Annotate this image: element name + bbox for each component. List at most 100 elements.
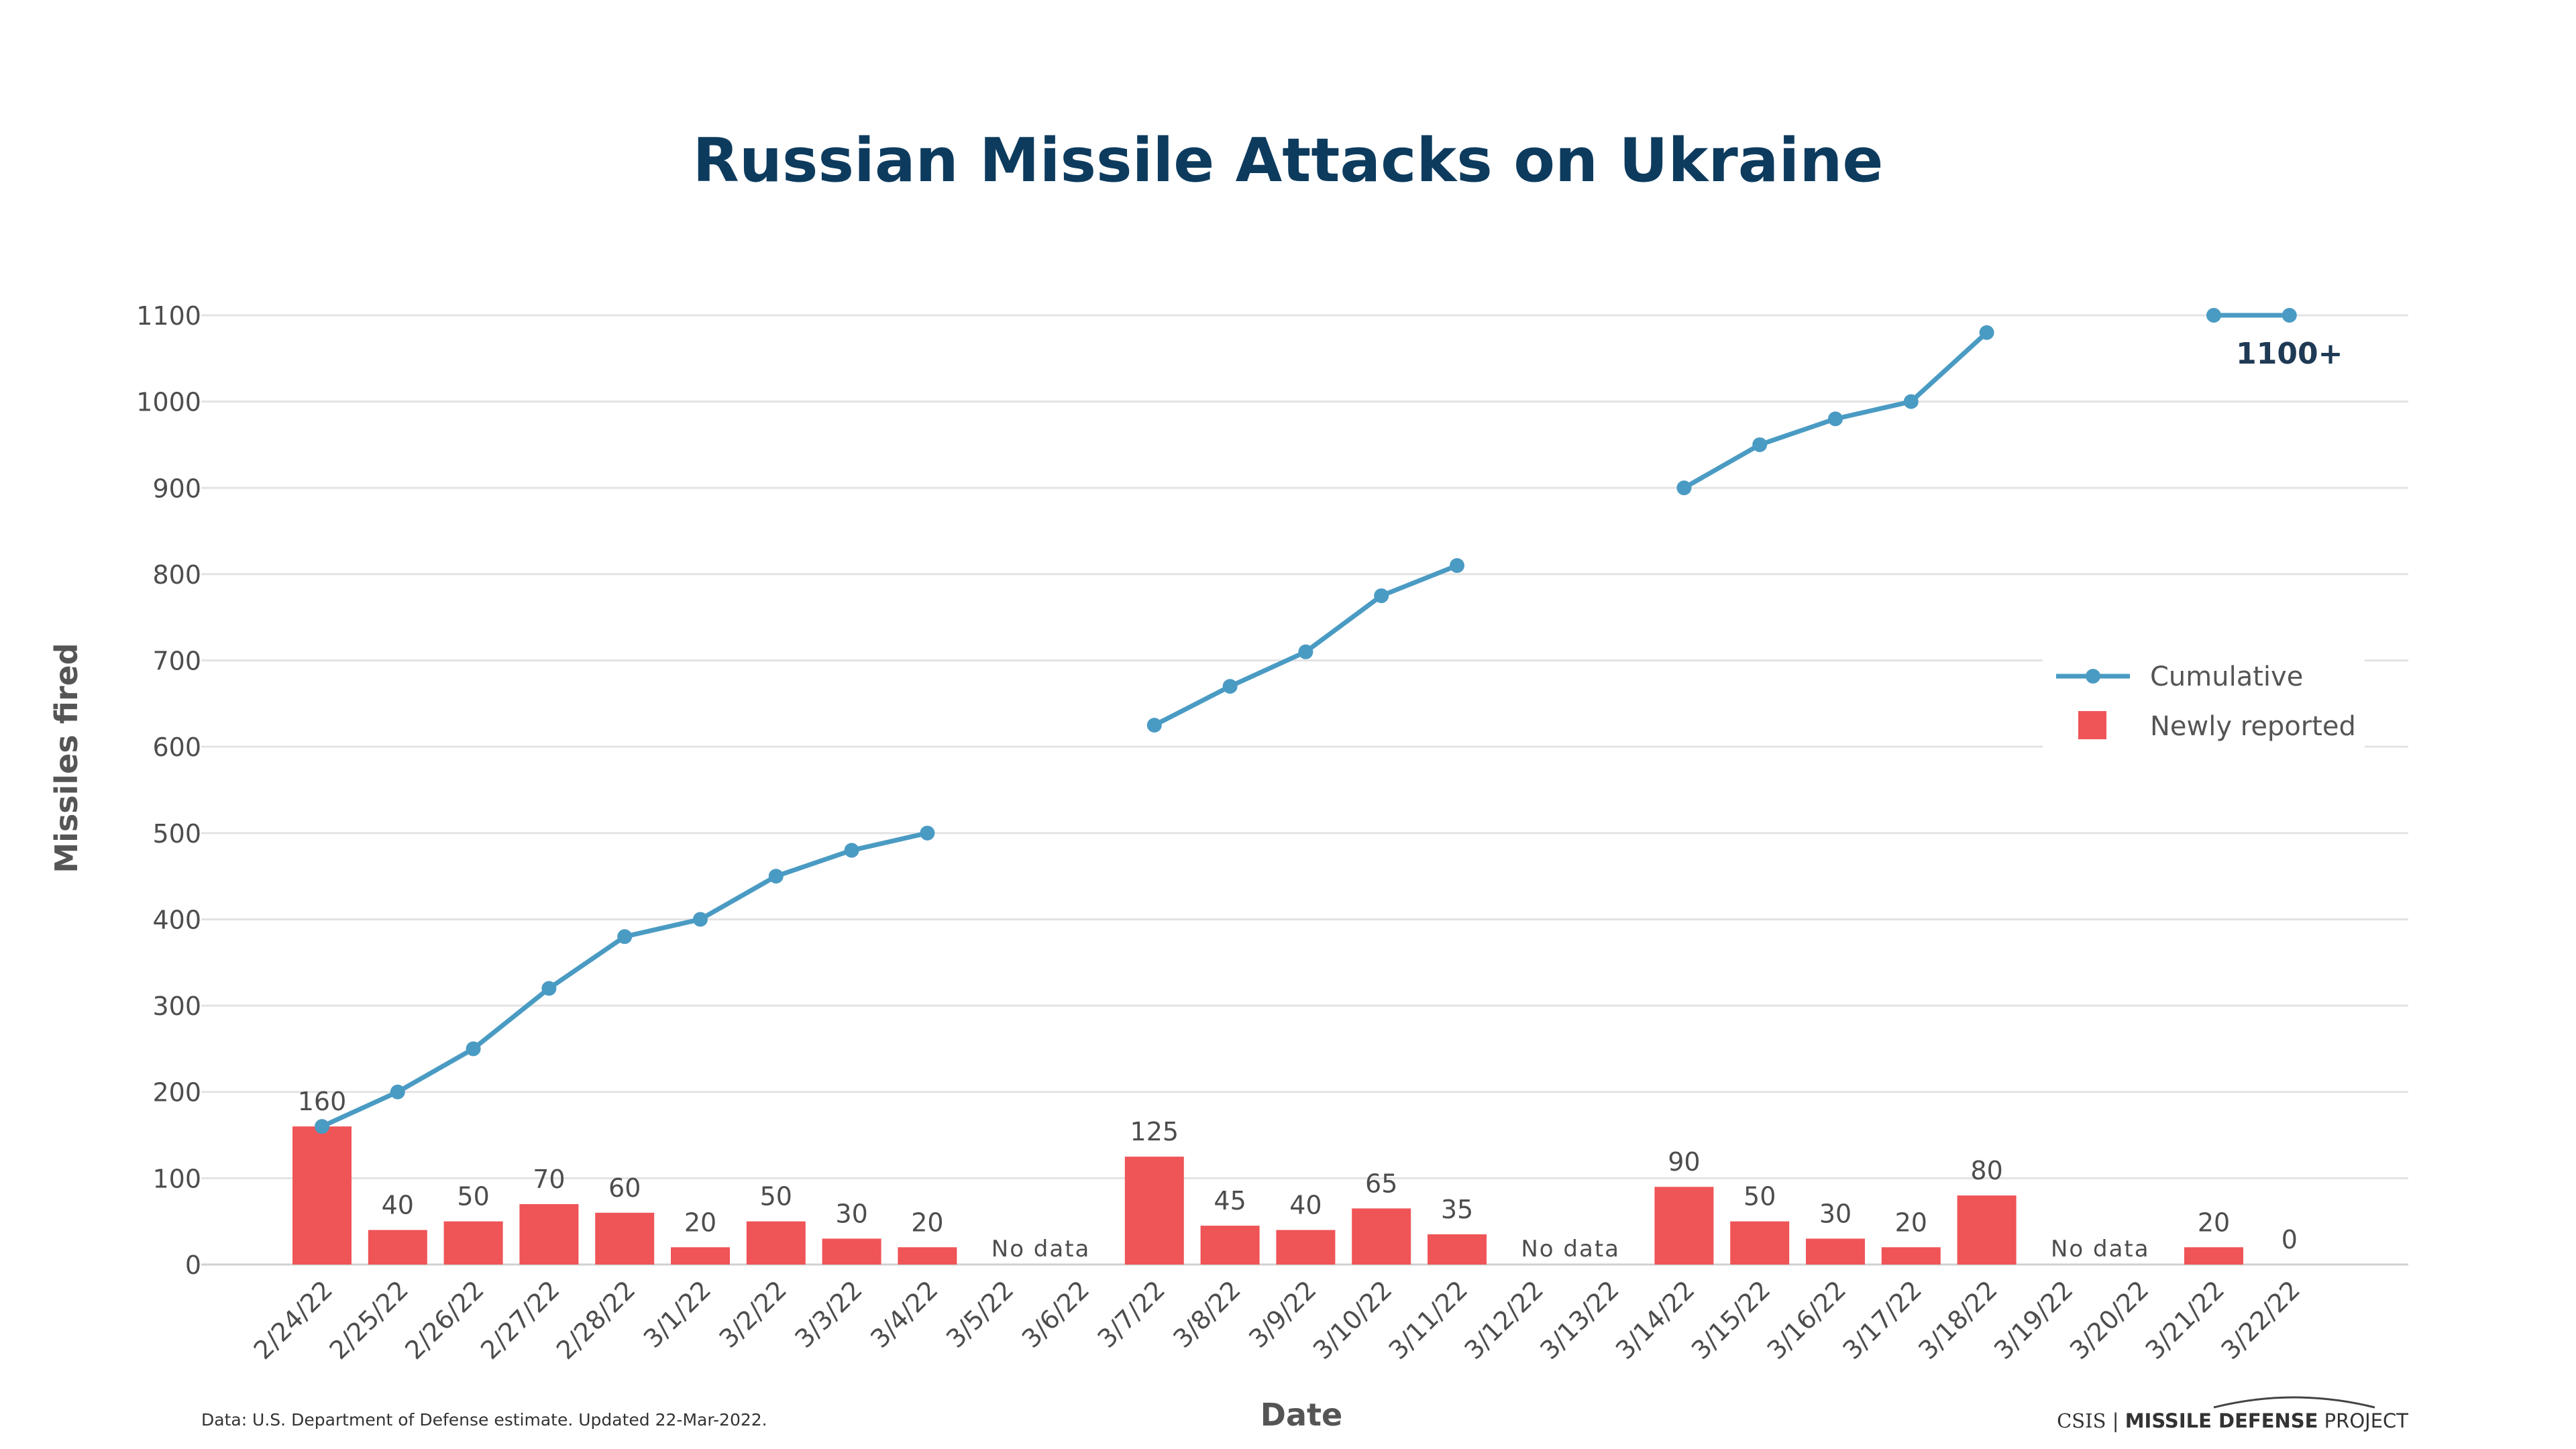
y-tick-label: 200 [152,1078,201,1108]
bar-value-label: 80 [1970,1156,2002,1185]
y-axis-title: Missiles fired [48,643,85,873]
bar-value-label: 50 [1743,1182,1776,1212]
line-point [2282,308,2297,323]
x-tick-label: 3/1/22 [638,1275,717,1354]
chart-title: Russian Missile Attacks on Ukraine [693,125,1884,196]
no-data-label: No data [991,1236,1091,1263]
bar-value-label: 60 [608,1173,641,1203]
line-point [844,843,859,858]
x-tick-label: 2/27/22 [475,1275,566,1365]
x-tick-label: 3/4/22 [865,1275,944,1354]
line-point [1146,718,1162,733]
y-tick-label: 100 [152,1164,201,1193]
no-data-labels: No data No data No data [991,1236,2150,1263]
bar-value-label: 65 [1365,1169,1397,1198]
bar [1654,1187,1714,1265]
cumulative-line [315,308,2297,1134]
y-tick-label: 700 [152,647,201,676]
x-tick-label: 3/2/22 [714,1275,793,1354]
credit-org: CSIS [2057,1409,2106,1432]
x-tick-label: 3/7/22 [1092,1275,1171,1354]
line-point [541,981,557,996]
bar [443,1221,503,1265]
bar [746,1221,806,1265]
line-point [1222,679,1238,694]
bars [292,1126,2243,1265]
line-point [1903,394,1919,409]
no-data-label: No data [2051,1236,2150,1263]
bar [898,1247,957,1265]
bar [822,1238,881,1265]
line-point [768,869,784,884]
bar [368,1230,427,1265]
bar [519,1203,579,1265]
line-point [2206,308,2221,323]
y-tick-label: 0 [185,1250,201,1280]
line-point [1979,325,1994,340]
bar-value-label: 30 [1819,1199,1851,1228]
source-note: Data: U.S. Department of Defense estimat… [201,1410,767,1430]
bar [2184,1247,2243,1265]
x-tick-label: 3/10/22 [1307,1275,1398,1365]
bar-value-label: 20 [684,1208,716,1237]
y-tick-label: 300 [152,991,201,1021]
grid [201,314,2408,1266]
bar [1124,1157,1184,1265]
line-point [315,1119,329,1134]
credit-logo: CSIS | MISSILE DEFENSE PROJECT [2057,1396,2408,1432]
line-point [1298,644,1313,659]
bar-value-label: 160 [298,1087,347,1116]
line-point [617,929,633,945]
y-tick-label: 1100 [136,301,201,331]
bar [671,1247,730,1265]
line-point [1374,588,1389,604]
credit-separator: | [2106,1409,2125,1432]
legend-bar-icon [2078,711,2106,739]
bar [1957,1195,2017,1265]
x-tick-label: 3/11/22 [1383,1275,1474,1365]
x-tick-label: 3/22/22 [2215,1275,2306,1365]
annotation-label: 1100+ [2236,337,2343,371]
x-tick-label: 2/26/22 [399,1275,490,1365]
line-point [1752,437,1768,452]
bar-value-label: 90 [1668,1147,1700,1177]
bar-value-label: 45 [1214,1186,1246,1216]
x-tick-label: 3/14/22 [1610,1275,1701,1365]
bar-value-label: 35 [1441,1195,1473,1224]
credit-project-rest: PROJECT [2318,1409,2408,1432]
line-point [1450,558,1464,574]
bar-value-label: 0 [2282,1225,2298,1254]
credit: CSIS | MISSILE DEFENSE PROJECT [2057,1409,2408,1432]
credit-project-bold: MISSILE DEFENSE [2125,1409,2318,1432]
bar-value-label: 40 [382,1191,414,1220]
bar-labels: 160 40 50 70 60 20 50 30 20 125 45 40 65 35 90 50 30 20 80… [298,1087,2298,1254]
x-tick-label: 2/25/22 [323,1275,414,1365]
legend-label-newly-reported: Newly reported [2150,711,2356,742]
bar-value-label: 30 [835,1199,867,1228]
bar-value-label: 50 [760,1182,792,1212]
line-point [1828,411,1843,427]
y-tick-label: 900 [152,474,201,503]
bar-value-label: 125 [1130,1117,1179,1146]
bar-value-label: 20 [911,1208,943,1237]
bar [1200,1226,1260,1265]
x-tick-label: 2/24/22 [248,1275,339,1365]
x-tick-label: 3/15/22 [1686,1275,1776,1365]
bar-value-label: 20 [1895,1208,1927,1237]
line-segment [1682,331,1988,490]
x-tick-label: 3/19/22 [1988,1275,2079,1365]
legend-label-cumulative: Cumulative [2150,661,2303,692]
credit-arc-icon [2213,1396,2375,1409]
bar [292,1126,352,1265]
annotations: 1100+ [2236,337,2343,371]
bar [1276,1230,1336,1265]
x-tick-label: 3/18/22 [1913,1275,2003,1365]
line-point [1676,480,1692,496]
x-tick-label: 3/16/22 [1762,1275,1852,1365]
no-data-label: No data [1521,1236,1620,1263]
x-tick-label: 3/21/22 [2140,1275,2231,1365]
x-tick-label: 3/13/22 [1534,1275,1625,1365]
x-tick-label: 3/20/22 [2064,1275,2155,1365]
y-tick-label: 1000 [136,388,201,417]
